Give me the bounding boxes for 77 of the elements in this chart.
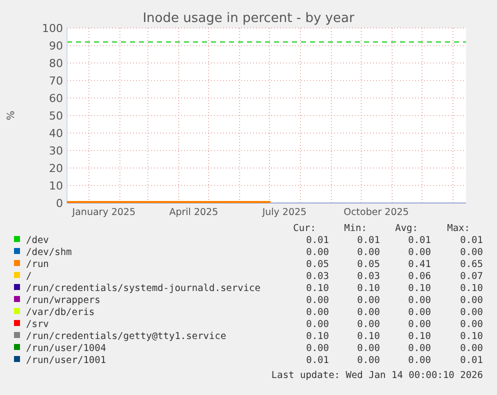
- text: 0.10: [357, 331, 380, 342]
- y-tick-label: 10: [49, 180, 63, 192]
- text: 0.10: [408, 283, 432, 294]
- x-tick-label: October 2025: [344, 207, 409, 218]
- text: 0.06: [408, 271, 432, 282]
- y-tick-label: 20: [49, 162, 63, 175]
- legend-label: /var/db/eris: [26, 307, 95, 318]
- text: 0.00: [408, 343, 432, 354]
- legend-label: /run/wrappers: [26, 295, 100, 306]
- y-tick-label: 50: [49, 110, 63, 122]
- text: 0.03: [357, 271, 380, 282]
- text: 0.05: [306, 259, 329, 270]
- text: 0.10: [306, 283, 330, 294]
- text: 0.00: [306, 343, 330, 354]
- text: 0.65: [460, 259, 483, 270]
- y-tick-label: 90: [49, 40, 63, 52]
- text: 0.01: [408, 235, 432, 246]
- y-axis-title: %: [6, 110, 17, 120]
- text: 0.00: [357, 307, 380, 318]
- text: Max:: [447, 223, 470, 234]
- text: 0.00: [460, 343, 484, 354]
- y-tick-label: 80: [49, 57, 63, 70]
- text: 0.10: [460, 331, 484, 342]
- legend-label: /run/credentials/getty@tty1.service: [26, 331, 226, 342]
- text: 0.01: [460, 235, 484, 246]
- y-tick-label: 70: [49, 74, 63, 88]
- text: 0.05: [357, 259, 380, 270]
- legend-label: /dev/shm: [26, 247, 72, 258]
- text: 0.07: [460, 271, 483, 282]
- text: 0.00: [357, 295, 380, 306]
- text: Avg:: [395, 223, 418, 234]
- text: 0.01: [357, 235, 380, 246]
- text: 0.00: [306, 307, 330, 318]
- text: 0.00: [408, 295, 432, 306]
- y-tick-label: 100: [42, 22, 63, 35]
- legend-label: /: [26, 271, 32, 282]
- text: 0.01: [306, 355, 330, 366]
- text: 0.00: [408, 307, 432, 318]
- text: Min:: [344, 223, 367, 234]
- legend-label: /run: [26, 259, 49, 270]
- y-tick-label: 30: [49, 144, 63, 158]
- text: 0.41: [408, 259, 432, 270]
- y-tick-label: 60: [49, 92, 63, 105]
- text: 0.10: [460, 283, 484, 294]
- y-tick-label: 40: [49, 127, 63, 140]
- text: 0.01: [460, 355, 484, 366]
- text: 0.00: [460, 295, 484, 306]
- text: 0.00: [408, 355, 432, 366]
- text: 0.10: [306, 331, 330, 342]
- text: 0.00: [408, 319, 432, 330]
- legend-label: /run/credentials/systemd-journald.service: [26, 283, 261, 294]
- text: 0.00: [357, 343, 380, 354]
- legend-label: /dev: [26, 235, 50, 246]
- legend-label: /run/user/1001: [26, 355, 106, 366]
- legend-label: /run/user/1004: [26, 343, 106, 354]
- x-tick-label: April 2025: [169, 207, 218, 218]
- text: 0.01: [306, 235, 330, 246]
- text: Last update: Wed Jan 14 00:00:10 2026: [271, 370, 484, 381]
- legend-label: /srv: [26, 319, 50, 330]
- text: 0.00: [306, 295, 330, 306]
- text: 0.00: [460, 247, 484, 258]
- text: 0.00: [408, 247, 432, 258]
- text: 0.00: [357, 355, 380, 366]
- text: 0.10: [408, 331, 432, 342]
- x-tick-label: January 2025: [71, 207, 136, 218]
- text: Cur:: [293, 223, 316, 234]
- text: 0.00: [357, 247, 380, 258]
- text: 0.10: [357, 283, 380, 294]
- text: 0.00: [460, 307, 484, 318]
- text: 0.00: [460, 319, 484, 330]
- text: 0.00: [357, 319, 380, 330]
- x-tick-label: July 2025: [261, 207, 307, 218]
- chart-title: Inode usage in percent - by year: [142, 11, 355, 26]
- text: 0.00: [306, 319, 330, 330]
- y-tick-label: 0: [56, 197, 63, 210]
- text: 0.00: [306, 247, 330, 258]
- text: 0.03: [306, 271, 329, 282]
